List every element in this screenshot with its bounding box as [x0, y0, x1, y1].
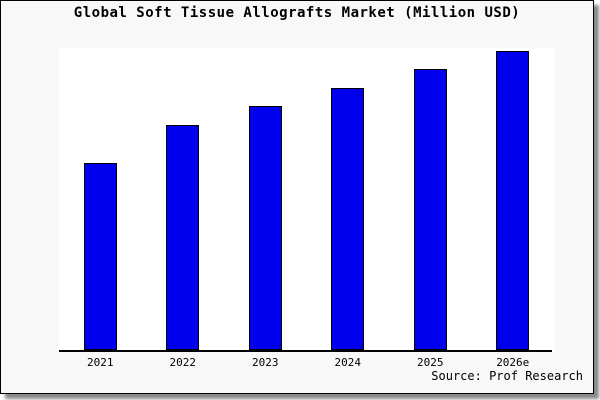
bar-slot-2022	[142, 48, 225, 350]
x-tick-label-2022: 2022	[169, 356, 197, 369]
bar-slot-2023	[224, 48, 307, 350]
bar-2024	[331, 87, 365, 350]
x-tick-label-2021: 2021	[87, 356, 114, 369]
x-axis-labels: 2021 2022 2023 2024 2025 2026e	[59, 356, 554, 369]
bar-slot-2025	[389, 48, 472, 350]
bar-slot-2024	[307, 48, 390, 350]
x-tick-label-2023: 2023	[252, 356, 279, 369]
x-tick-label-2026e: 2026e	[496, 356, 530, 369]
bar-2023	[248, 105, 282, 350]
bar-2022	[166, 124, 200, 350]
x-tick-label-2025: 2025	[417, 356, 444, 369]
bar-2025	[413, 68, 447, 350]
source-note: Source: Prof Research	[431, 369, 583, 383]
bar-slot-2026e	[472, 48, 555, 350]
bar-2026e	[496, 51, 530, 350]
bar-slot-2021	[59, 48, 142, 350]
bar-2021	[83, 162, 117, 350]
x-axis-line	[59, 350, 552, 352]
chart-title: Global Soft Tissue Allografts Market (Mi…	[73, 5, 521, 21]
chart-frame: Global Soft Tissue Allografts Market (Mi…	[0, 0, 594, 394]
plot-area	[59, 48, 554, 352]
bar-series	[59, 48, 554, 350]
x-tick-label-2024: 2024	[334, 356, 362, 369]
